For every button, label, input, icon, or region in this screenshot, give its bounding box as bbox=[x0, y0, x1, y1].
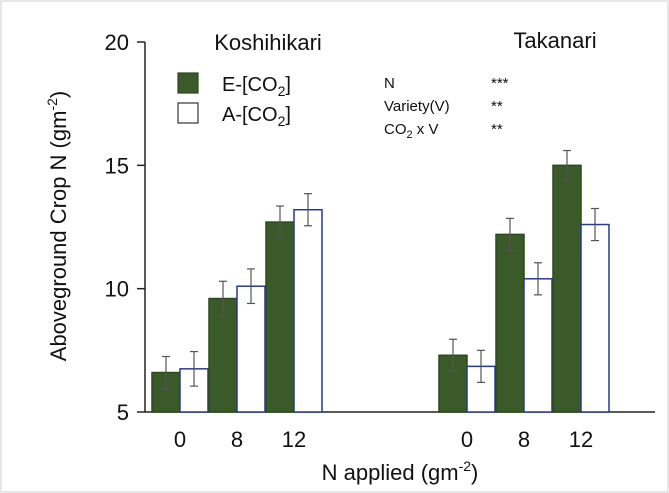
x-tick-label: 12 bbox=[569, 427, 593, 452]
bar-elevated-co2 bbox=[265, 221, 295, 413]
y-axis-title-superscript: -2 bbox=[44, 98, 60, 111]
stat-label: CO2 x V bbox=[384, 121, 438, 141]
legend-label-subscript: 2 bbox=[278, 113, 286, 129]
y-axis-title-text: ) bbox=[46, 91, 71, 98]
stat-label-text: N bbox=[384, 75, 395, 92]
y-axis-title-text: Aboveground Crop N (gm bbox=[46, 111, 71, 362]
x-axis-title: N applied (gm-2) bbox=[322, 458, 479, 485]
stat-label-text: Variety(V) bbox=[384, 98, 450, 115]
x-tick-label: 8 bbox=[231, 427, 243, 452]
stat-label: Variety(V) bbox=[384, 98, 450, 115]
group-label: Takanari bbox=[513, 28, 596, 53]
stat-significance: ** bbox=[491, 121, 503, 138]
stat-significance: ** bbox=[491, 98, 503, 115]
bar-elevated-co2 bbox=[208, 297, 238, 413]
legend-label: E-[CO2] bbox=[222, 74, 291, 99]
stat-significance: *** bbox=[491, 75, 509, 92]
legend-swatch bbox=[177, 102, 199, 124]
y-tick-label: 20 bbox=[105, 30, 129, 55]
legend-label-text: A-[CO bbox=[222, 104, 278, 126]
y-tick-label: 15 bbox=[105, 153, 129, 178]
x-tick-label: 0 bbox=[174, 427, 186, 452]
legend-label-text: ] bbox=[285, 104, 291, 126]
bar-ambient-co2 bbox=[523, 278, 553, 413]
x-axis-title-text: N applied (gm bbox=[322, 460, 459, 485]
bar-ambient-co2 bbox=[236, 285, 266, 413]
stat-label-subscript: 2 bbox=[407, 129, 413, 141]
legend-label: A-[CO2] bbox=[222, 104, 291, 129]
legend-label-subscript: 2 bbox=[278, 83, 286, 99]
y-tick-label: 10 bbox=[105, 277, 129, 302]
legend-label-text: E-[CO bbox=[222, 74, 278, 96]
bar-elevated-co2 bbox=[552, 164, 582, 413]
x-axis-title-text: ) bbox=[471, 460, 478, 485]
legend-swatch bbox=[177, 72, 199, 94]
y-tick-label: 5 bbox=[117, 400, 129, 425]
stat-label: N bbox=[384, 75, 395, 92]
legend-label-text: ] bbox=[285, 74, 291, 96]
bar-ambient-co2 bbox=[580, 223, 610, 413]
y-axis-title: Aboveground Crop N (gm-2) bbox=[44, 91, 71, 361]
x-tick-label: 0 bbox=[461, 427, 473, 452]
x-tick-label: 8 bbox=[518, 427, 530, 452]
x-axis-title-superscript: -2 bbox=[459, 458, 472, 474]
x-tick-label: 12 bbox=[282, 427, 306, 452]
bar-ambient-co2 bbox=[293, 208, 323, 413]
stat-label-text: x V bbox=[413, 121, 439, 138]
bar-elevated-co2 bbox=[495, 233, 525, 413]
stat-label-text: CO bbox=[384, 121, 407, 138]
group-label: Koshihikari bbox=[214, 30, 322, 55]
